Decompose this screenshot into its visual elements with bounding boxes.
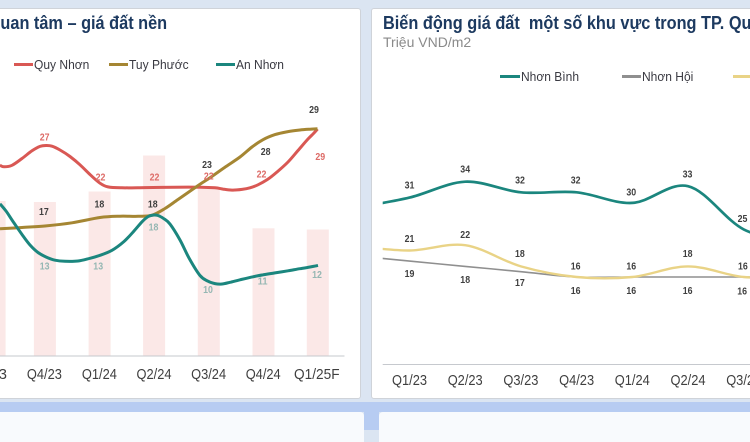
svg-text:22: 22 <box>460 229 470 241</box>
svg-text:18: 18 <box>460 274 470 286</box>
svg-text:Q4/24: Q4/24 <box>246 366 281 383</box>
svg-text:Q2/23: Q2/23 <box>448 372 483 389</box>
svg-text:16: 16 <box>571 285 581 297</box>
svg-text:27: 27 <box>40 131 50 143</box>
svg-text:32: 32 <box>515 175 525 187</box>
svg-text:17: 17 <box>39 206 49 218</box>
svg-text:Q1/23: Q1/23 <box>392 372 427 389</box>
svg-text:16: 16 <box>571 261 581 273</box>
svg-text:22: 22 <box>150 171 160 183</box>
svg-text:29: 29 <box>309 104 319 116</box>
svg-text:28: 28 <box>261 146 271 158</box>
svg-text:3: 3 <box>0 366 7 383</box>
svg-text:32: 32 <box>571 175 581 187</box>
svg-text:Q4/23: Q4/23 <box>559 372 594 389</box>
svg-text:21: 21 <box>405 233 415 245</box>
svg-text:23: 23 <box>202 159 212 171</box>
svg-text:16: 16 <box>626 261 636 273</box>
svg-text:31: 31 <box>405 180 415 192</box>
svg-text:Q1/24: Q1/24 <box>82 366 117 383</box>
svg-text:12: 12 <box>312 269 322 281</box>
svg-text:Q3/24: Q3/24 <box>726 372 750 389</box>
svg-text:16: 16 <box>738 260 748 272</box>
svg-text:16: 16 <box>737 285 747 297</box>
svg-text:13: 13 <box>93 261 103 273</box>
svg-text:18: 18 <box>95 199 105 211</box>
svg-text:Q4/23: Q4/23 <box>27 366 62 383</box>
svg-text:18: 18 <box>148 199 158 211</box>
svg-text:22: 22 <box>204 170 214 182</box>
svg-text:18: 18 <box>515 248 525 260</box>
svg-text:Q3/23: Q3/23 <box>503 372 538 389</box>
svg-text:25: 25 <box>738 213 748 225</box>
svg-text:16: 16 <box>626 285 636 297</box>
svg-text:29: 29 <box>315 151 325 163</box>
svg-text:30: 30 <box>626 186 636 198</box>
svg-text:22: 22 <box>96 171 106 183</box>
svg-text:18: 18 <box>149 221 159 233</box>
svg-text:33: 33 <box>683 169 693 181</box>
svg-text:Q2/24: Q2/24 <box>137 366 172 383</box>
svg-text:Q3/24: Q3/24 <box>191 366 226 383</box>
svg-text:10: 10 <box>203 284 213 296</box>
svg-text:16: 16 <box>683 285 693 297</box>
svg-text:18: 18 <box>683 248 693 260</box>
svg-text:19: 19 <box>405 268 415 280</box>
svg-text:Q1/25F: Q1/25F <box>294 366 340 383</box>
svg-text:17: 17 <box>515 277 525 289</box>
svg-text:Q2/24: Q2/24 <box>671 372 706 389</box>
svg-text:22: 22 <box>257 168 267 180</box>
svg-text:11: 11 <box>258 276 268 288</box>
svg-text:34: 34 <box>460 164 470 176</box>
svg-text:Q1/24: Q1/24 <box>615 372 650 389</box>
svg-text:13: 13 <box>40 261 50 273</box>
